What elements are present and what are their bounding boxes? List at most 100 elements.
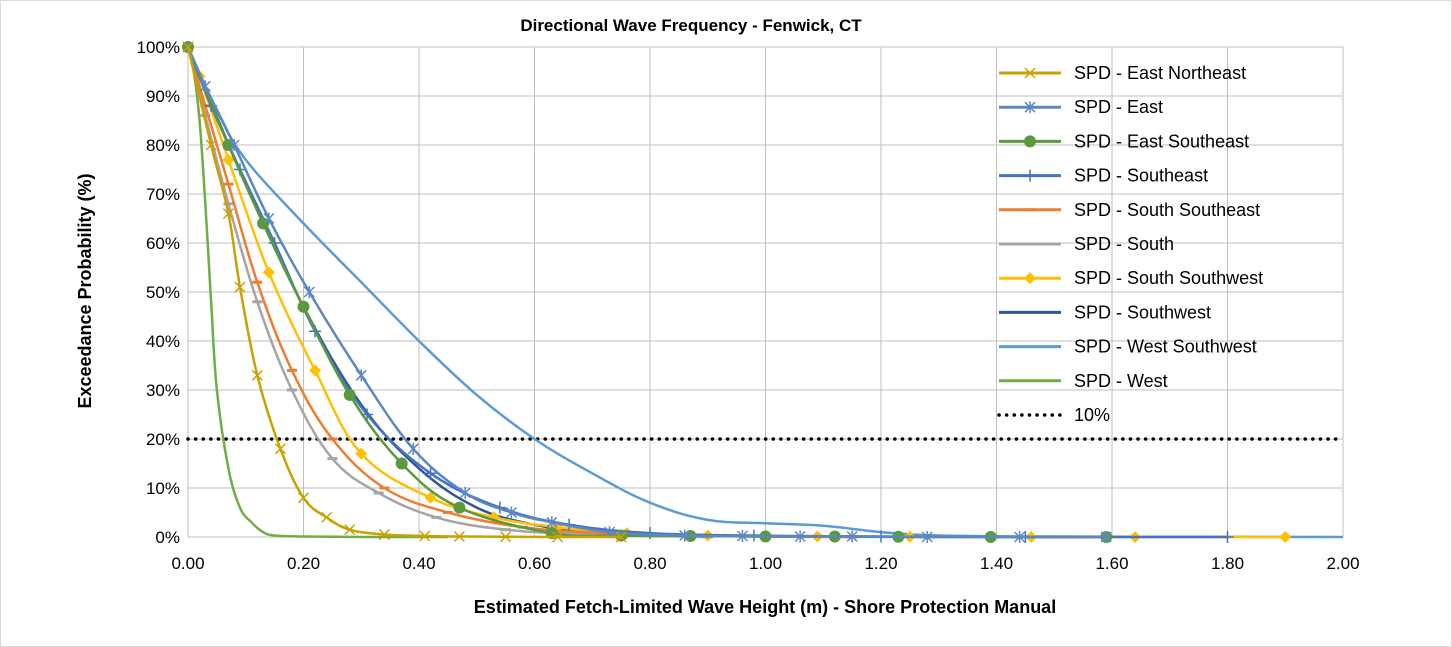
legend-item: SPD - South Southwest (999, 268, 1263, 288)
legend-item: SPD - East (999, 97, 1163, 117)
data-point (343, 388, 356, 401)
legend-label: SPD - South Southwest (1074, 268, 1263, 288)
legend-marker (1024, 101, 1036, 114)
data-point (355, 369, 367, 382)
legend-label: SPD - South Southeast (1074, 200, 1260, 220)
data-point (222, 153, 235, 166)
y-tick-label: 30% (146, 381, 180, 400)
data-point (453, 530, 465, 543)
y-tick-label: 20% (146, 430, 180, 449)
grid (187, 46, 1344, 538)
data-point (263, 212, 275, 225)
y-tick-labels: 0% 10% 20% 30% 40% 50% 60% 70% 80% 90% 100% (137, 38, 180, 547)
data-point (297, 492, 310, 504)
x-tick-label: 1.00 (749, 554, 782, 573)
data-point (234, 281, 246, 293)
series-9 (186, 46, 448, 539)
data-point (222, 208, 234, 220)
legend-marker (1024, 67, 1036, 79)
data-point (378, 529, 390, 541)
x-tick-label: 1.20 (864, 554, 897, 573)
legend-item: SPD - Southwest (999, 302, 1211, 322)
data-point (1221, 531, 1234, 543)
series-line (186, 46, 448, 539)
y-tick-label: 100% (137, 38, 180, 57)
legend-item: 10% (997, 405, 1110, 425)
x-tick-label: 0.60 (518, 554, 551, 573)
x-tick-label: 1.80 (1211, 554, 1244, 573)
x-tick-label: 0.80 (633, 554, 666, 573)
data-point (1100, 531, 1112, 543)
data-point (921, 531, 933, 543)
x-tick-label: 0.20 (287, 554, 320, 573)
y-tick-label: 10% (146, 479, 180, 498)
legend-marker (1024, 169, 1036, 182)
y-axis-title: Exceedance Probability (%) (75, 173, 95, 408)
series-line (186, 46, 1107, 539)
legend-label: 10% (1074, 405, 1110, 425)
legend-label: SPD - East Southeast (1074, 131, 1249, 151)
series-0 (182, 41, 627, 543)
data-point (262, 266, 275, 279)
data-point (321, 511, 333, 523)
data-point (395, 457, 408, 470)
data-point (615, 529, 628, 542)
x-axis-title: Estimated Fetch-Limited Wave Height (m) … (474, 597, 1056, 617)
data-point (846, 530, 858, 543)
y-tick-label: 80% (146, 136, 180, 155)
data-point (794, 530, 806, 543)
legend-label: SPD - West (1074, 371, 1168, 391)
data-point (736, 530, 748, 543)
legend-item: SPD - East Southeast (999, 131, 1249, 151)
x-tick-label: 1.40 (980, 554, 1013, 573)
legend-label: SPD - Southeast (1074, 166, 1208, 186)
data-point (419, 530, 431, 542)
legend-label: SPD - East Northeast (1074, 63, 1246, 83)
y-tick-label: 70% (146, 185, 180, 204)
data-point (453, 501, 466, 514)
y-tick-label: 0% (155, 528, 180, 547)
x-tick-labels: 0.00 0.20 0.40 0.60 0.80 1.00 1.20 1.40 1.60 1.80… (171, 554, 1359, 573)
y-tick-label: 60% (146, 234, 180, 253)
data-point (500, 531, 512, 543)
data-point (552, 531, 564, 543)
series-layer (182, 41, 1345, 543)
legend-marker (1024, 272, 1036, 285)
legend-marker (1024, 135, 1036, 148)
chart-title: Directional Wave Frequency - Fenwick, CT (520, 16, 862, 35)
data-point (274, 443, 286, 455)
data-point (424, 467, 437, 480)
data-point (505, 506, 517, 519)
data-point (344, 524, 356, 536)
data-point (424, 491, 437, 504)
data-point (205, 139, 217, 151)
x-tick-label: 1.60 (1095, 554, 1128, 573)
legend-item: SPD - Southeast (999, 166, 1208, 186)
x-tick-label: 2.00 (1326, 554, 1359, 573)
data-point (182, 41, 194, 53)
data-point (1279, 531, 1292, 543)
data-point (228, 139, 240, 151)
legend-label: SPD - South (1074, 234, 1174, 254)
data-point (251, 369, 263, 381)
y-tick-label: 40% (146, 332, 180, 351)
data-point (309, 364, 322, 377)
data-point (407, 442, 419, 455)
legend-label: SPD - West Southwest (1074, 337, 1257, 357)
data-point (355, 447, 368, 460)
legend-item: SPD - South (999, 234, 1174, 254)
legend-label: SPD - Southwest (1074, 302, 1211, 322)
data-point (679, 529, 691, 542)
data-point (459, 486, 471, 499)
data-point (303, 286, 315, 298)
x-tick-label: 0.00 (171, 554, 204, 573)
legend-item: SPD - West Southwest (999, 337, 1257, 357)
x-tick-label: 0.40 (402, 554, 435, 573)
data-point (199, 80, 211, 93)
legend-label: SPD - East (1074, 97, 1163, 117)
data-point (297, 300, 310, 313)
legend-item: SPD - East Northeast (999, 63, 1246, 83)
y-tick-label: 50% (146, 283, 180, 302)
